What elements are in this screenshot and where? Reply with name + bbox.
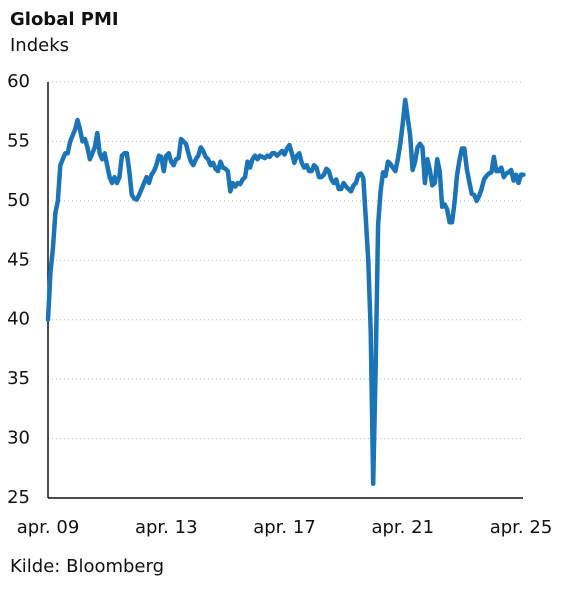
- x-tick-label: apr. 09: [17, 517, 80, 538]
- y-tick-label: 30: [7, 428, 30, 449]
- y-tick-label: 45: [7, 249, 30, 270]
- x-tick-label: apr. 13: [135, 517, 198, 538]
- y-tick-label: 55: [7, 130, 30, 151]
- chart-title: Global PMI: [10, 9, 119, 30]
- y-tick-label: 60: [7, 71, 30, 92]
- x-tick-label: apr. 17: [253, 517, 316, 538]
- y-tick-label: 35: [7, 368, 30, 389]
- chart-subtitle: Indeks: [10, 35, 69, 56]
- x-tick-label: apr. 21: [371, 517, 434, 538]
- y-tick-label: 50: [7, 190, 30, 211]
- y-tick-label: 40: [7, 309, 30, 330]
- source: Kilde: Bloomberg: [10, 556, 164, 577]
- y-tick-label: 25: [7, 487, 30, 508]
- line: [45, 97, 526, 486]
- x-tick-label: apr. 25: [490, 517, 553, 538]
